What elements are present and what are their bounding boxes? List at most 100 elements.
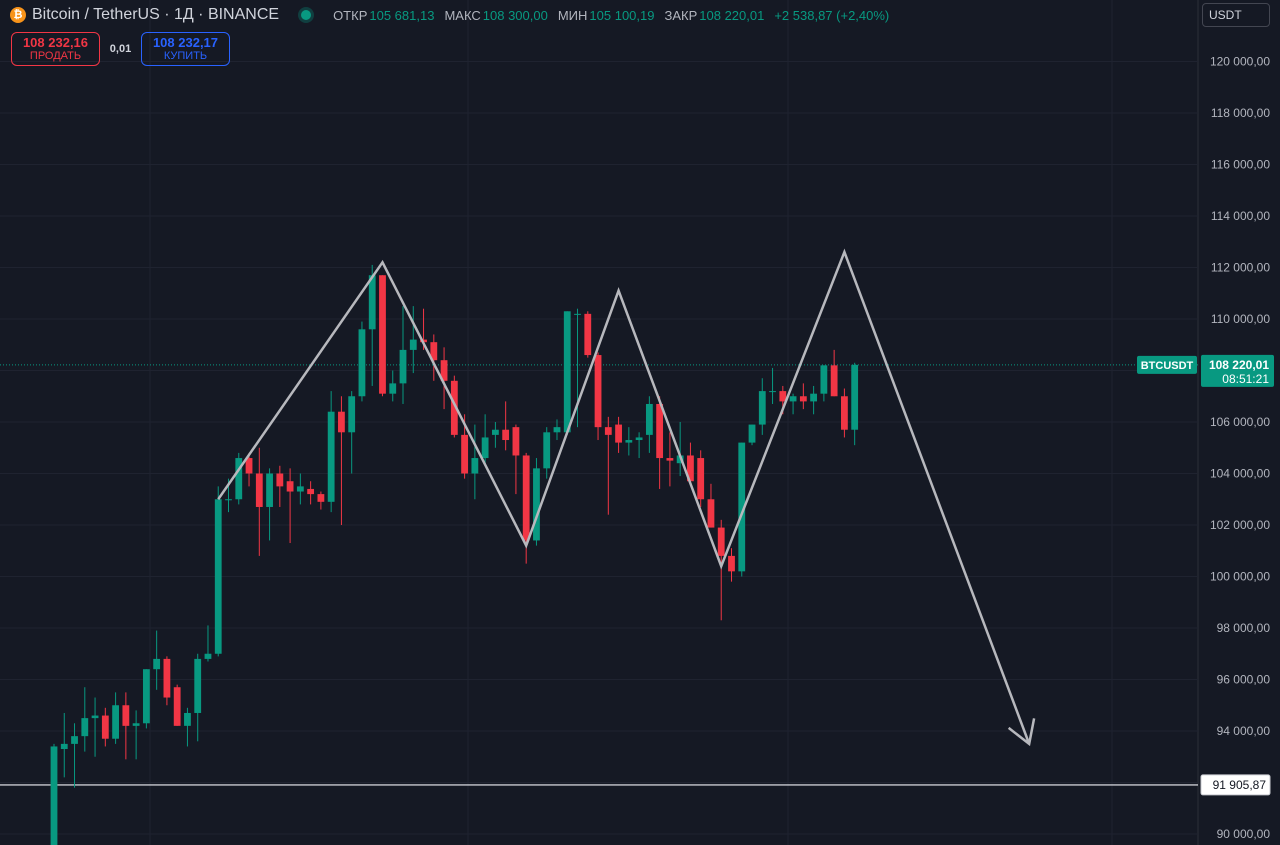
candle[interactable]	[286, 468, 294, 544]
candle[interactable]	[389, 370, 397, 402]
candle[interactable]	[368, 264, 376, 386]
price-axis[interactable]	[1198, 0, 1280, 845]
candle[interactable]	[604, 416, 612, 515]
candle-body	[368, 275, 376, 330]
candle-body	[820, 365, 828, 394]
candle-body	[543, 432, 551, 469]
candle[interactable]	[101, 707, 109, 747]
candle-body	[841, 396, 848, 430]
candle[interactable]	[584, 311, 592, 358]
candle[interactable]	[379, 275, 386, 397]
candle[interactable]	[769, 367, 776, 404]
candle[interactable]	[122, 692, 130, 760]
candle-body	[430, 342, 438, 361]
candle[interactable]	[348, 391, 356, 474]
candle[interactable]	[471, 424, 479, 500]
candle-body	[204, 653, 212, 659]
candle[interactable]	[214, 486, 222, 657]
candle[interactable]	[563, 311, 571, 435]
candle[interactable]	[656, 396, 664, 489]
candle[interactable]	[235, 452, 243, 505]
candle[interactable]	[810, 385, 818, 415]
candle[interactable]	[296, 473, 304, 505]
candle[interactable]	[512, 424, 520, 495]
candle[interactable]	[830, 349, 838, 397]
candle[interactable]	[153, 630, 161, 690]
candle[interactable]	[687, 442, 694, 484]
candle[interactable]	[276, 465, 284, 507]
candle[interactable]	[327, 391, 335, 513]
currency-selector[interactable]: USDT	[1202, 3, 1270, 27]
candle-body	[112, 705, 119, 739]
candle[interactable]	[409, 306, 417, 374]
candle[interactable]	[707, 483, 715, 528]
candle[interactable]	[851, 362, 859, 446]
candle[interactable]	[399, 306, 407, 404]
sell-button[interactable]: 108 232,16 ПРОДАТЬ	[11, 32, 100, 66]
candle-body	[184, 712, 191, 726]
candle-body	[851, 364, 859, 430]
candle-body	[214, 499, 222, 654]
candle[interactable]	[81, 687, 89, 752]
buy-button[interactable]: 108 232,17 КУПИТЬ	[141, 32, 230, 66]
current-price-value: 108 220,01	[1209, 358, 1269, 372]
candle-body	[799, 396, 807, 402]
candle[interactable]	[666, 432, 674, 487]
candle[interactable]	[645, 396, 653, 453]
candle[interactable]	[430, 334, 438, 381]
candle[interactable]	[481, 414, 489, 466]
candle[interactable]	[245, 452, 253, 487]
change-value: +2 538,87 (+2,40%)	[774, 7, 890, 23]
candle[interactable]	[132, 710, 140, 760]
candle[interactable]	[112, 692, 119, 744]
candle[interactable]	[789, 393, 797, 415]
candle[interactable]	[758, 378, 766, 435]
candle[interactable]	[841, 388, 848, 438]
candle[interactable]	[91, 697, 99, 757]
candle[interactable]	[163, 656, 171, 706]
candle[interactable]	[173, 684, 181, 726]
candle[interactable]	[502, 401, 510, 451]
candle-body	[687, 455, 694, 482]
candle-body	[60, 743, 68, 750]
candle-body	[728, 555, 735, 572]
symbol-title[interactable]: Bitcoin / TetherUS · 1Д · BINANCE	[32, 6, 280, 23]
candle[interactable]	[635, 432, 643, 459]
candle[interactable]	[266, 468, 273, 541]
candle[interactable]	[533, 458, 540, 546]
candle[interactable]	[543, 427, 551, 479]
candle[interactable]	[728, 548, 735, 582]
candle[interactable]	[71, 723, 78, 788]
candle[interactable]	[50, 743, 58, 845]
candle[interactable]	[697, 450, 705, 507]
candle[interactable]	[184, 707, 191, 747]
candle[interactable]	[799, 383, 807, 410]
candle[interactable]	[255, 447, 263, 556]
candle[interactable]	[594, 352, 602, 441]
candle-body	[132, 723, 140, 726]
candle[interactable]	[338, 396, 345, 525]
candle[interactable]	[60, 712, 68, 778]
candle-body	[481, 437, 489, 459]
candle[interactable]	[553, 419, 561, 441]
candle[interactable]	[491, 422, 499, 448]
y-tick-label: 110 000,00	[1211, 312, 1270, 326]
candle[interactable]	[142, 669, 150, 729]
candle-body	[789, 396, 797, 402]
candle-body	[245, 458, 253, 474]
candle[interactable]	[625, 427, 633, 456]
candle[interactable]	[820, 365, 828, 402]
candle[interactable]	[307, 481, 315, 505]
candle[interactable]	[204, 625, 212, 662]
candle[interactable]	[440, 347, 448, 410]
candle[interactable]	[717, 519, 725, 621]
candle-body	[666, 458, 674, 461]
candle[interactable]	[358, 321, 366, 402]
candle[interactable]	[748, 424, 756, 446]
candle[interactable]	[615, 416, 622, 453]
candle[interactable]	[194, 653, 202, 742]
pattern-line[interactable]	[217, 248, 1031, 745]
candle[interactable]	[738, 442, 746, 577]
candle[interactable]	[317, 491, 325, 510]
